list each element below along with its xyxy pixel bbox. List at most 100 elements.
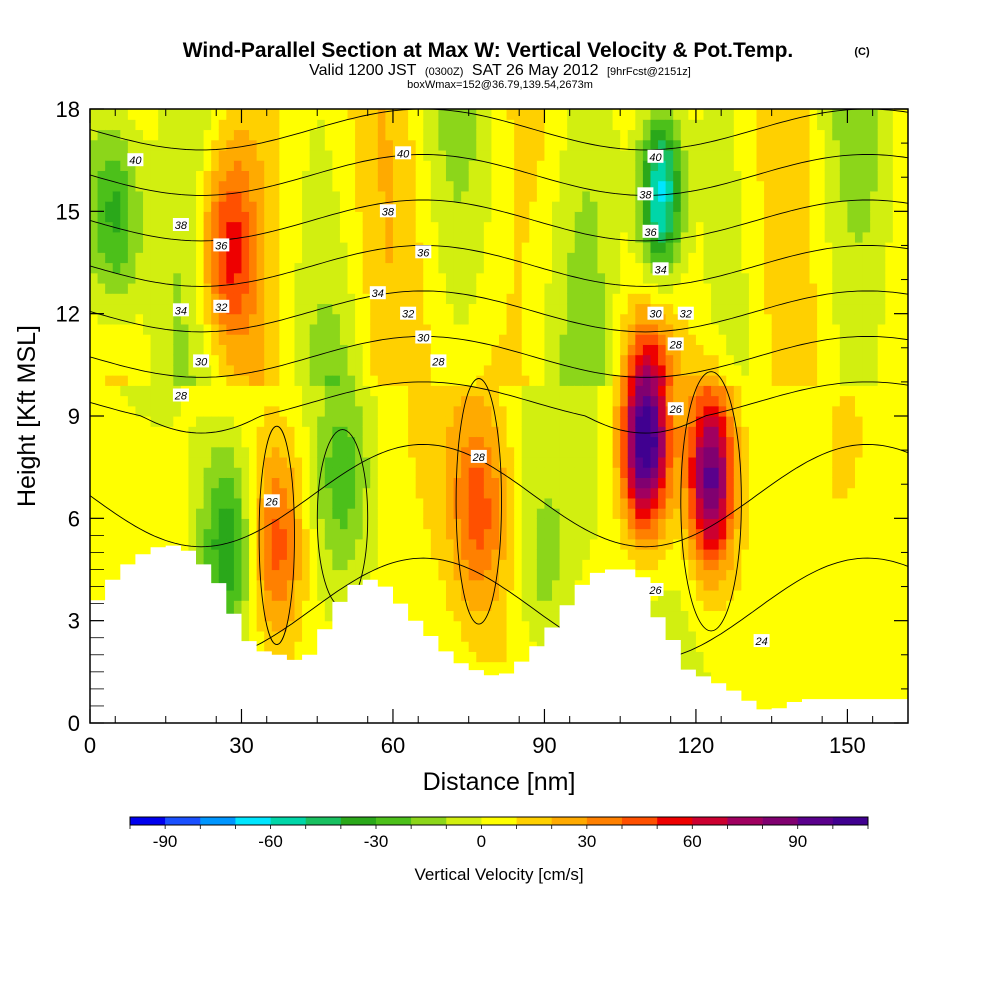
w-cell [438, 641, 447, 652]
w-cell [324, 221, 333, 233]
w-cell [476, 180, 485, 192]
w-cell [196, 303, 205, 315]
w-cell [695, 190, 705, 202]
w-cell [582, 426, 591, 438]
w-cell [642, 170, 652, 182]
w-cell [544, 405, 553, 417]
w-cell [468, 119, 477, 131]
w-cell [514, 641, 523, 652]
w-cell [680, 109, 689, 120]
w-cell [180, 149, 190, 161]
w-cell [135, 313, 144, 325]
w-cell [408, 467, 417, 478]
w-cell [112, 538, 121, 550]
w-cell [574, 456, 583, 468]
w-cell [271, 600, 280, 612]
w-cell [582, 528, 591, 540]
w-cell [536, 477, 546, 489]
w-cell [589, 293, 599, 305]
w-cell [120, 549, 129, 560]
w-cell [627, 508, 636, 519]
w-cell [627, 149, 636, 161]
w-cell [271, 518, 280, 530]
w-cell [635, 344, 644, 356]
w-cell [438, 518, 447, 530]
w-cell [196, 323, 205, 335]
w-cell [120, 518, 129, 530]
w-cell [665, 242, 674, 253]
w-cell [415, 395, 424, 407]
w-cell [158, 538, 167, 550]
w-cell [347, 446, 356, 458]
w-cell [400, 375, 409, 386]
w-cell [355, 426, 364, 438]
w-cell [392, 477, 402, 489]
w-cell [400, 231, 409, 243]
w-cell [453, 385, 462, 397]
w-cell [249, 211, 258, 223]
w-cell [377, 323, 386, 335]
w-cell [423, 190, 432, 202]
chart-title: Wind-Parallel Section at Max W: Vertical… [183, 39, 870, 62]
w-cell [491, 334, 500, 345]
w-cell [203, 242, 212, 253]
w-cell [294, 190, 303, 202]
w-cell [453, 610, 462, 622]
w-cell [514, 364, 523, 376]
w-cell [135, 456, 144, 468]
w-cell [620, 272, 629, 284]
w-cell [438, 119, 447, 131]
w-cell [355, 549, 364, 560]
w-cell [286, 272, 296, 284]
w-cell [173, 344, 182, 356]
w-cell [445, 569, 455, 581]
w-cell [355, 129, 364, 141]
w-cell [203, 416, 212, 427]
w-cell [286, 436, 296, 448]
w-cell [241, 436, 250, 448]
w-cell [461, 528, 470, 540]
w-cell [673, 467, 682, 478]
w-cell [453, 262, 462, 274]
w-cell [453, 282, 462, 294]
w-cell [105, 323, 114, 335]
w-cell [400, 119, 409, 131]
w-cell [256, 405, 265, 417]
w-cell [233, 293, 243, 305]
w-cell [514, 293, 523, 305]
w-cell [233, 508, 243, 519]
w-cell [552, 416, 561, 427]
w-cell [271, 313, 280, 325]
w-cell [582, 416, 591, 427]
w-cell [627, 313, 636, 325]
w-cell [536, 405, 546, 417]
w-cell [339, 518, 349, 530]
w-cell [173, 129, 182, 141]
w-cell [264, 149, 273, 161]
w-cell [203, 364, 212, 376]
w-cell [135, 487, 144, 499]
w-cell [264, 139, 273, 151]
w-cell [249, 569, 258, 581]
w-cell [135, 272, 144, 284]
w-cell [468, 293, 477, 305]
w-cell [226, 508, 235, 519]
w-cell [491, 354, 500, 366]
w-cell [453, 405, 462, 417]
w-cell [339, 497, 349, 509]
w-cell [468, 620, 477, 632]
w-cell [90, 221, 99, 233]
w-cell [476, 129, 485, 141]
w-cell [180, 446, 190, 458]
w-cell [339, 508, 349, 519]
w-cell [521, 293, 530, 305]
w-cell [408, 231, 417, 243]
w-cell [688, 252, 697, 264]
w-cell [597, 190, 606, 202]
w-cell [499, 426, 508, 438]
w-cell [605, 221, 614, 233]
w-cell [400, 293, 409, 305]
w-cell [589, 313, 599, 325]
w-cell [665, 221, 674, 233]
w-cell [302, 508, 311, 519]
